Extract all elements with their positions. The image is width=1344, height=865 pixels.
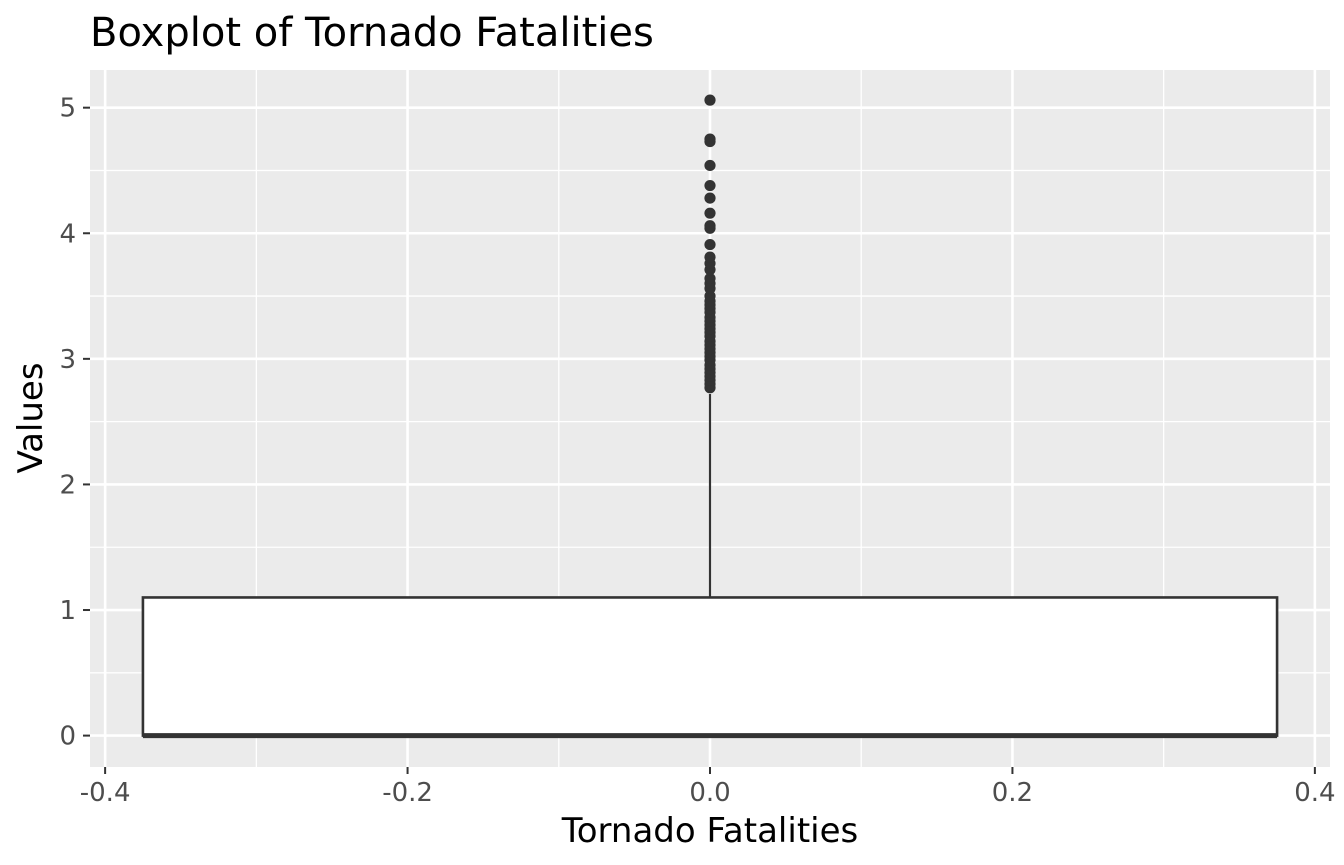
y-tick-label: 1: [59, 596, 76, 626]
outlier-point: [704, 251, 716, 263]
box-iqr: [141, 596, 1279, 737]
outlier-point: [704, 133, 716, 145]
outlier-point: [704, 272, 716, 285]
boxplot: [141, 394, 1279, 739]
x-axis-title: Tornado Fatalities: [561, 811, 859, 851]
outlier-points: [704, 94, 716, 394]
outlier-point: [704, 159, 716, 172]
y-tick-label: 3: [59, 345, 76, 375]
y-axis-ticks: 0 1 2 3 4 5: [59, 94, 90, 752]
y-tick-label: 0: [59, 722, 76, 752]
outlier-point: [704, 220, 716, 232]
x-tick-label: 0.2: [992, 778, 1033, 808]
outlier-point: [704, 192, 716, 204]
chart-title: Boxplot of Tornado Fatalities: [90, 10, 654, 56]
y-tick-label: 4: [59, 219, 76, 249]
x-tick-label: -0.4: [80, 778, 131, 808]
x-tick-label: 0.4: [1294, 778, 1335, 808]
outlier-point: [704, 179, 716, 192]
outlier-point: [704, 94, 716, 106]
y-tick-label: 5: [59, 94, 76, 124]
y-axis-title: Values: [11, 362, 51, 473]
x-tick-label: 0.0: [689, 778, 730, 808]
x-axis-ticks: -0.4 -0.2 0.0 0.2 0.4: [80, 767, 1336, 808]
x-tick-label: -0.2: [382, 778, 433, 808]
outlier-point: [704, 207, 716, 219]
y-tick-label: 2: [59, 470, 76, 500]
outlier-point: [704, 238, 716, 251]
